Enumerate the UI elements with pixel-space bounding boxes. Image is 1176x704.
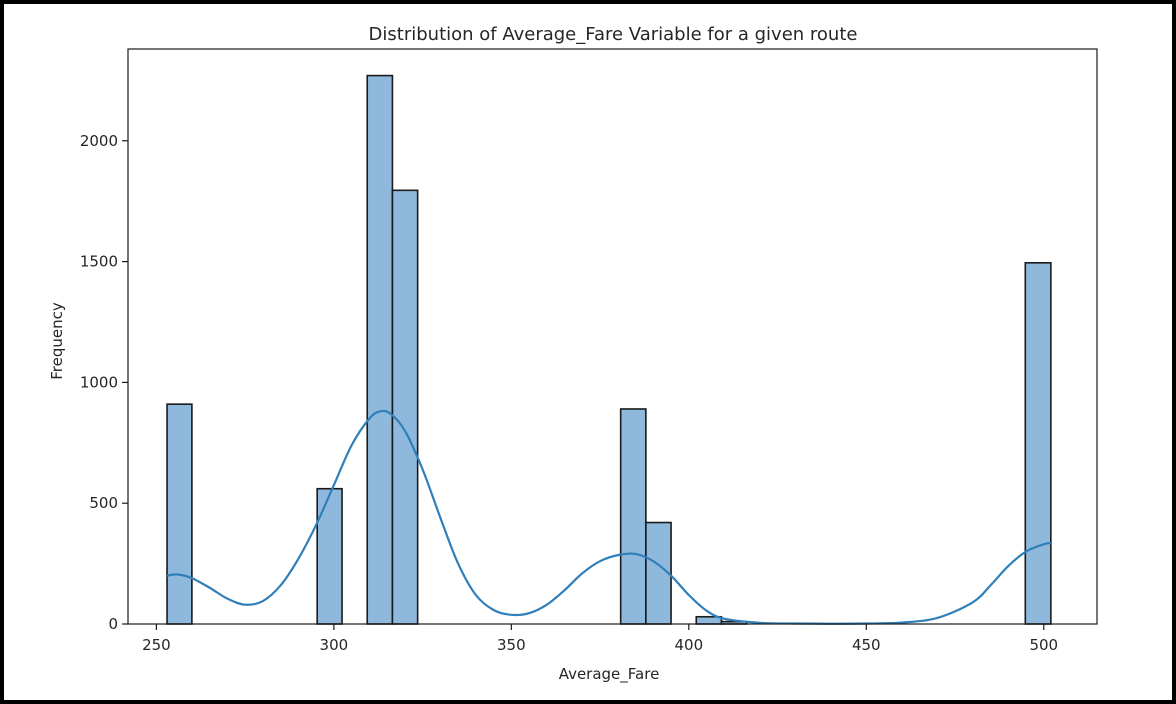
histogram-chart: Distribution of Average_Fare Variable fo… (48, 24, 1098, 684)
y-tick-label: 1000 (80, 373, 118, 391)
histogram-bar (1024, 262, 1052, 625)
histogram-bar (316, 487, 343, 625)
x-tick-label: 300 (320, 636, 349, 654)
x-tick-label: 250 (142, 636, 171, 654)
x-axis-ticks: 250 300 350 400 450 500 (142, 624, 1058, 654)
histogram-bar (366, 74, 394, 625)
y-axis-ticks: 0 500 1000 1500 2000 (80, 132, 128, 633)
x-axis-label: Average_Fare (559, 665, 660, 684)
y-axis-label: Frequency (48, 302, 66, 380)
plot-area-border (127, 48, 1098, 625)
x-tick-label: 350 (497, 636, 526, 654)
kde-curve (166, 409, 1052, 625)
y-tick-label: 2000 (80, 132, 118, 150)
x-tick-label: 500 (1029, 636, 1058, 654)
histogram-bar (391, 189, 419, 625)
histogram-bar (619, 408, 647, 625)
y-tick-label: 500 (89, 494, 118, 512)
histogram-bar (166, 403, 193, 625)
chart-title: Distribution of Average_Fare Variable fo… (369, 24, 858, 45)
bars-layer (166, 74, 1052, 625)
x-tick-label: 450 (852, 636, 881, 654)
y-tick-label: 1500 (80, 253, 118, 271)
y-tick-label: 0 (108, 615, 118, 633)
x-tick-label: 400 (674, 636, 703, 654)
